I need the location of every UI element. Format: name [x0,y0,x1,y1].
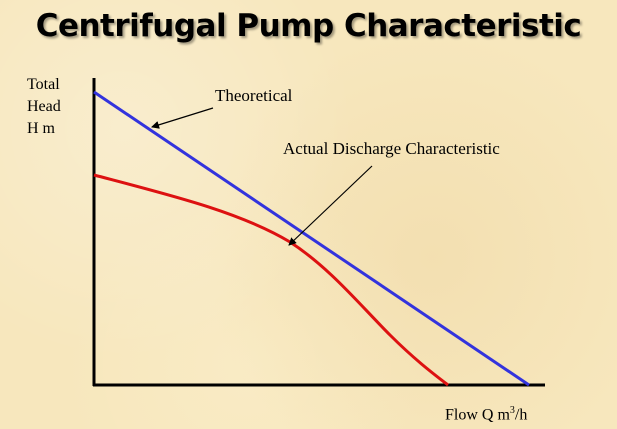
x-axis-label-superscript: 3 [509,405,515,416]
actual-discharge-curve [93,173,449,387]
x-axis-label-prefix: Flow Q m [445,406,510,424]
x-axis-label-suffix: /h [514,406,528,424]
slide-title: Centrifugal Pump Characteristic [35,8,582,44]
y-axis-label-line-3: H m [27,120,55,137]
y-axis-label: Total Head H m [27,74,77,140]
y-axis-label-line-2: Head [27,98,61,115]
theoretical-pointer-arrow [151,107,214,129]
actual-pointer-arrow [288,165,373,246]
y-axis-label-line-1: Total [27,76,60,93]
x-axis-label: Flow Q m3/h [445,405,527,424]
annotation-theoretical: Theoretical [215,86,293,105]
annotation-actual-discharge: Actual Discharge Characteristic [283,139,500,158]
theoretical-curve [93,90,530,387]
